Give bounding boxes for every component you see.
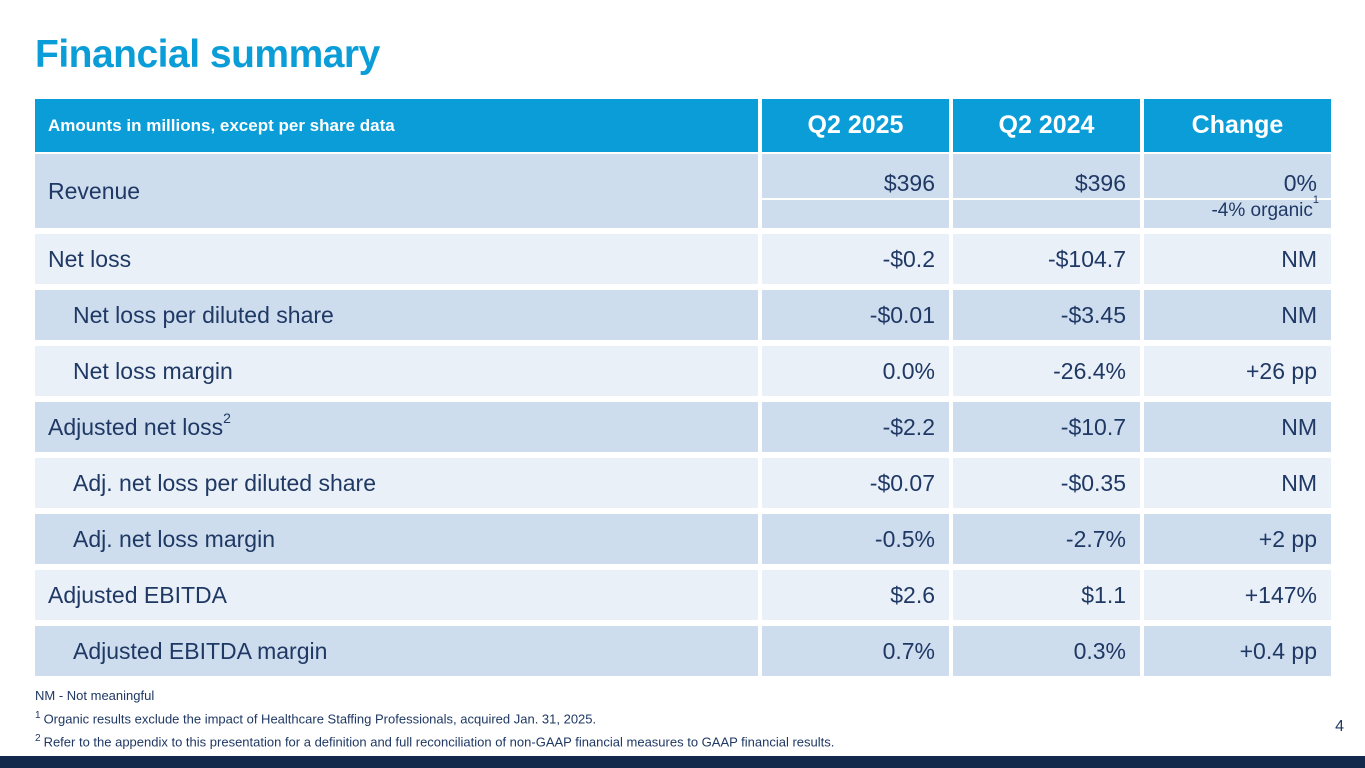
- organic-note-superscript: 1: [1312, 194, 1319, 206]
- table-row-adj-net-loss-per-diluted-share: Adj. net loss per diluted share -$0.07 -…: [35, 458, 1331, 508]
- cell-q2-2024: -$0.35: [949, 458, 1140, 508]
- cell-q2-2025: -$0.01: [758, 290, 949, 340]
- cell-revenue-q2-2025: $396: [758, 154, 949, 198]
- cell-change: NM: [1140, 458, 1331, 508]
- slide-title: Financial summary: [35, 33, 380, 76]
- footnote-superscript: 2: [35, 733, 41, 745]
- table-row-net-loss-margin: Net loss margin 0.0% -26.4% +26 pp: [35, 346, 1331, 396]
- row-label: Adjusted net loss 2: [35, 402, 758, 452]
- cell-q2-2024: $1.1: [949, 570, 1140, 620]
- table-row-net-loss-per-diluted-share: Net loss per diluted share -$0.01 -$3.45…: [35, 290, 1331, 340]
- table-header-q2-2025: Q2 2025: [758, 99, 949, 152]
- row-label-superscript: 2: [223, 410, 231, 426]
- row-label: Net loss: [35, 234, 758, 284]
- row-label: Net loss margin: [35, 346, 758, 396]
- row-label: Adjusted EBITDA margin: [35, 626, 758, 676]
- cell-q2-2024: -26.4%: [949, 346, 1140, 396]
- row-label: Net loss per diluted share: [35, 290, 758, 340]
- footnote-text: Organic results exclude the impact of He…: [43, 711, 597, 727]
- cell-change: NM: [1140, 290, 1331, 340]
- footnote-organic: 1 Organic results exclude the impact of H…: [35, 706, 834, 729]
- table-header-row: Amounts in millions, except per share da…: [35, 99, 1331, 152]
- financial-summary-table: Amounts in millions, except per share da…: [35, 99, 1331, 676]
- row-label-text: Net loss: [48, 245, 132, 272]
- row-label-text: Net loss per diluted share: [73, 301, 334, 328]
- footnotes: NM - Not meaningful 1 Organic results exc…: [35, 686, 834, 753]
- cell-q2-2024: 0.3%: [949, 626, 1140, 676]
- table-row-revenue: Revenue $396 $396 0% -4% organic 1: [35, 154, 1331, 228]
- footnote-nm: NM - Not meaningful: [35, 686, 834, 706]
- table-header-q2-2024: Q2 2024: [949, 99, 1140, 152]
- row-label-text: Adjusted EBITDA: [48, 581, 227, 608]
- cell-change: NM: [1140, 234, 1331, 284]
- cell-change: +147%: [1140, 570, 1331, 620]
- cell-q2-2024: -$104.7: [949, 234, 1140, 284]
- row-label: Adjusted EBITDA: [35, 570, 758, 620]
- row-label-text: Adj. net loss per diluted share: [73, 469, 377, 496]
- cell-change: NM: [1140, 402, 1331, 452]
- footnote-text: Refer to the appendix to this presentati…: [43, 734, 835, 750]
- cell-q2-2025: -$0.07: [758, 458, 949, 508]
- row-label: Adj. net loss margin: [35, 514, 758, 564]
- table-header-label: Amounts in millions, except per share da…: [48, 115, 395, 135]
- cell-change: +0.4 pp: [1140, 626, 1331, 676]
- table-row-adjusted-net-loss: Adjusted net loss 2 -$2.2 -$10.7 NM: [35, 402, 1331, 452]
- cell-change: +2 pp: [1140, 514, 1331, 564]
- cell-q2-2025: -$2.2: [758, 402, 949, 452]
- organic-note-text: -4% organic: [1211, 200, 1313, 221]
- table-row-adjusted-ebitda: Adjusted EBITDA $2.6 $1.1 +147%: [35, 570, 1331, 620]
- row-label-text: Adjusted EBITDA margin: [73, 637, 328, 664]
- cell-q2-2025: 0.0%: [758, 346, 949, 396]
- cell-q2-2025: -0.5%: [758, 514, 949, 564]
- cell-change: +26 pp: [1140, 346, 1331, 396]
- cell-q2-2025: $2.6: [758, 570, 949, 620]
- footnote-superscript: 1: [35, 710, 41, 721]
- cell-q2-2024: -2.7%: [949, 514, 1140, 564]
- revenue-value-columns: $396 $396 0% -4% organic 1: [758, 154, 1331, 228]
- row-label-text: Net loss margin: [73, 357, 233, 384]
- cell-q2-2024: -$3.45: [949, 290, 1140, 340]
- cell-revenue-q2-2025-blank: [758, 200, 949, 228]
- footnote-text: NM - Not meaningful: [35, 688, 155, 703]
- footer-bar: [0, 756, 1365, 768]
- cell-q2-2025: 0.7%: [758, 626, 949, 676]
- row-label-text: Adj. net loss margin: [73, 525, 275, 552]
- cell-revenue-change: 0%: [1140, 154, 1331, 198]
- row-label-text: Adjusted net loss: [48, 413, 224, 440]
- table-row-adjusted-ebitda-margin: Adjusted EBITDA margin 0.7% 0.3% +0.4 pp: [35, 626, 1331, 676]
- table-row-net-loss: Net loss -$0.2 -$104.7 NM: [35, 234, 1331, 284]
- cell-q2-2025: -$0.2: [758, 234, 949, 284]
- row-label-revenue: Revenue: [35, 154, 758, 228]
- row-label: Adj. net loss per diluted share: [35, 458, 758, 508]
- row-label-text: Revenue: [48, 177, 141, 204]
- cell-revenue-change-organic: -4% organic 1: [1140, 194, 1331, 228]
- cell-q2-2024: -$10.7: [949, 402, 1140, 452]
- cell-revenue-q2-2024-blank: [949, 200, 1140, 228]
- cell-revenue-q2-2024: $396: [949, 154, 1140, 198]
- table-header-change: Change: [1140, 99, 1331, 152]
- page-number: 4: [1335, 718, 1344, 735]
- footnote-non-gaap: 2 Refer to the appendix to this presentat…: [35, 729, 834, 752]
- revenue-subrow-divider: [758, 198, 1331, 200]
- revenue-main-line: $396 $396 0%: [758, 154, 1331, 198]
- revenue-organic-line: -4% organic 1: [758, 194, 1331, 228]
- table-row-adj-net-loss-margin: Adj. net loss margin -0.5% -2.7% +2 pp: [35, 514, 1331, 564]
